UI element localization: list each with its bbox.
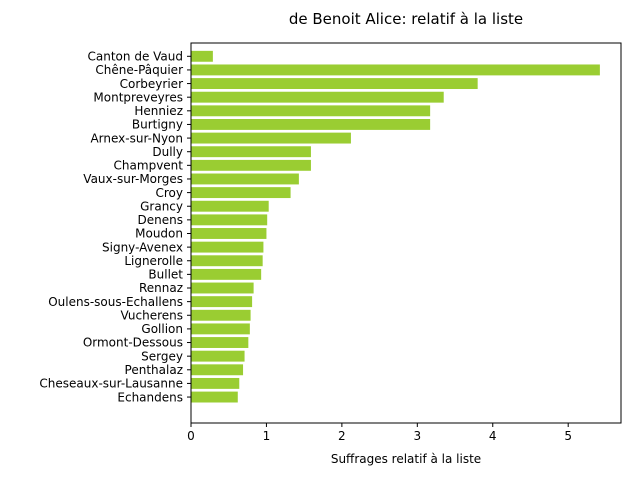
y-tick-label: Denens xyxy=(138,213,183,227)
y-tick-label: Grancy xyxy=(140,199,183,213)
y-tick-label: Burtigny xyxy=(132,118,183,132)
bar xyxy=(191,337,249,348)
bar xyxy=(191,214,268,226)
bar xyxy=(191,187,291,199)
x-tick-label: 3 xyxy=(413,429,421,443)
y-tick-label: Moudon xyxy=(135,227,183,241)
y-tick-label: Sergey xyxy=(141,349,183,363)
bar xyxy=(191,282,254,294)
bar xyxy=(191,350,245,362)
y-tick-label: Gollion xyxy=(141,322,183,336)
y-tick-label: Signy-Avenex xyxy=(102,240,183,254)
chart-title: de Benoit Alice: relatif à la liste xyxy=(289,10,523,28)
y-tick-label: Oulens-sous-Echallens xyxy=(48,295,183,309)
y-tick-label: Montpreveyres xyxy=(93,90,183,104)
bar xyxy=(191,64,600,76)
y-tick-label: Penthalaz xyxy=(125,363,183,377)
y-tick-label: Canton de Vaud xyxy=(88,50,183,64)
bar xyxy=(191,296,253,308)
bar xyxy=(191,323,250,335)
bar xyxy=(191,146,311,158)
x-tick-label: 2 xyxy=(338,429,346,443)
x-axis-label: Suffrages relatif à la liste xyxy=(331,452,481,466)
y-tick-label: Corbeyrier xyxy=(120,77,183,91)
y-tick-label: Lignerolle xyxy=(124,254,183,268)
y-tick-label: Dully xyxy=(152,145,183,159)
y-tick-label: Cheseaux-sur-Lausanne xyxy=(39,377,183,391)
bar xyxy=(191,159,311,171)
x-tick-label: 5 xyxy=(564,429,572,443)
bar xyxy=(191,364,244,376)
bar xyxy=(191,91,444,103)
y-tick-label: Ormont-Dessous xyxy=(83,336,183,350)
bar xyxy=(191,200,269,212)
plot-frame xyxy=(190,42,622,424)
bar xyxy=(191,119,431,130)
y-tick-label: Vaux-sur-Morges xyxy=(83,172,183,186)
y-tick-label: Arnex-sur-Nyon xyxy=(90,131,183,145)
bar xyxy=(191,268,262,280)
x-tick-label: 1 xyxy=(263,429,271,443)
bar xyxy=(191,173,299,185)
bar xyxy=(191,241,264,253)
x-tick-label: 4 xyxy=(489,429,497,443)
bar xyxy=(191,391,238,403)
bar xyxy=(191,377,240,389)
y-tick-label: Champvent xyxy=(114,159,184,173)
y-tick-label: Chêne-Pâquier xyxy=(95,63,183,77)
bar xyxy=(191,255,263,267)
bar xyxy=(191,132,351,144)
y-tick-label: Bullet xyxy=(148,268,183,282)
y-tick-label: Croy xyxy=(156,186,184,200)
y-tick-label: Rennaz xyxy=(139,281,183,295)
y-tick-label: Henniez xyxy=(134,104,183,118)
y-tick-label: Echandens xyxy=(117,390,183,404)
x-tick-label: 0 xyxy=(187,429,195,443)
y-tick-label: Vucherens xyxy=(121,308,184,322)
bar xyxy=(191,50,213,62)
bar xyxy=(191,78,478,90)
bar xyxy=(191,228,267,239)
bar xyxy=(191,309,251,321)
bar xyxy=(191,105,431,117)
